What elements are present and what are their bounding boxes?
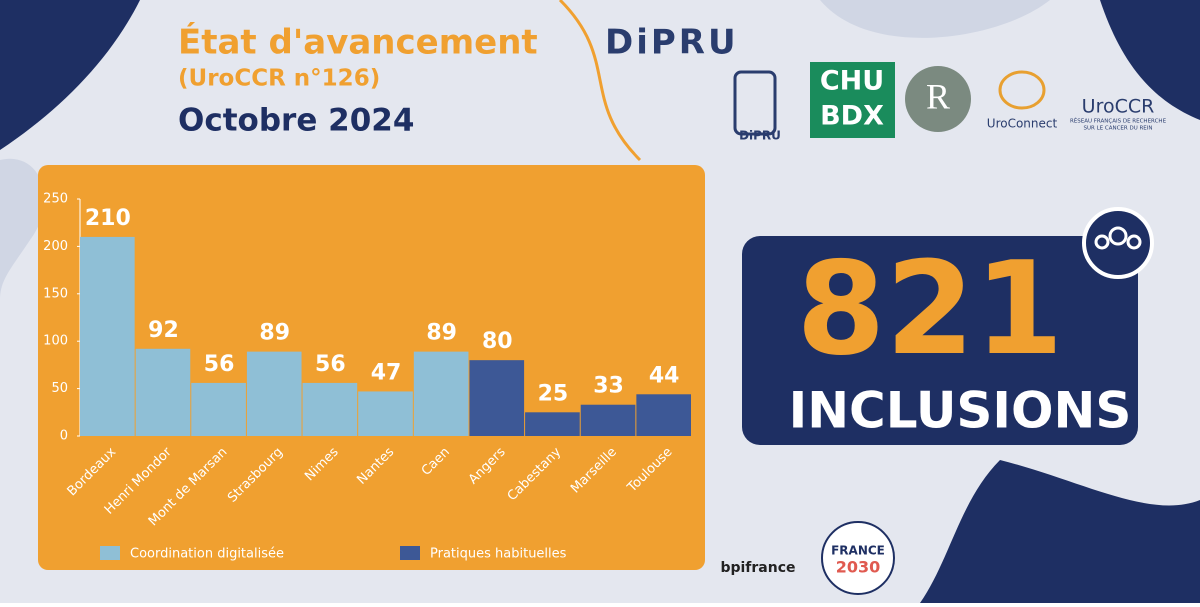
uroconnect-logo [998, 70, 1046, 110]
r-logo [905, 66, 971, 132]
bar [358, 391, 413, 436]
bar [191, 382, 246, 436]
phone-logo [733, 70, 777, 136]
y-tick-label: 250 [43, 192, 68, 207]
legend-swatch [400, 546, 420, 560]
value-label: 80 [482, 329, 513, 354]
value-label: 44 [649, 363, 680, 388]
group-icon-part [1108, 226, 1128, 246]
legend-label: Pratiques habituelles [430, 547, 567, 562]
logo-text: UroConnect [987, 117, 1058, 131]
value-label: 210 [85, 206, 131, 231]
bar [80, 236, 135, 436]
y-tick-label: 0 [60, 429, 68, 444]
logo-text: FRANCE [831, 544, 885, 558]
value-label: 47 [371, 360, 402, 385]
bar [636, 394, 691, 436]
title: État d'avancement [178, 22, 538, 63]
group-icon-part [1126, 234, 1142, 250]
swirl [558, 0, 642, 162]
bar [413, 351, 469, 436]
logo-text: RÉSEAU FRANÇAIS DE RECHERCHE [1070, 117, 1167, 125]
value-label: 25 [538, 381, 569, 406]
value-label: 89 [259, 321, 290, 346]
bar [135, 348, 191, 436]
bar [246, 351, 302, 436]
counter-label: INCLUSIONS [789, 382, 1132, 440]
y-tick-label: 100 [43, 334, 68, 349]
value-label: 92 [148, 318, 179, 343]
y-tick-label: 50 [51, 381, 68, 396]
logo-text: BDX [820, 101, 884, 132]
group-icon-part [1094, 234, 1110, 250]
date: Octobre 2024 [178, 103, 414, 139]
chu-logo [810, 62, 895, 138]
logo-text: DiPRU [739, 129, 781, 143]
y-tick-label: 150 [43, 286, 68, 301]
bar [302, 382, 358, 436]
brand: DiPRU [605, 23, 739, 63]
corner-shape [1100, 0, 1200, 120]
value-label: 33 [593, 374, 624, 399]
france-logo [821, 521, 895, 595]
corner-shape [0, 0, 140, 150]
value-label: 89 [426, 321, 457, 346]
logo-text: UroCCR [1082, 96, 1155, 118]
chart-panel [38, 165, 705, 570]
counter-value: 821 [796, 235, 1063, 384]
logo-text: CHU [820, 66, 884, 97]
bar [580, 404, 636, 436]
logo-text: R [926, 76, 950, 116]
value-label: 56 [315, 352, 346, 377]
legend-swatch [100, 546, 120, 560]
logo-text: bpifrance [720, 560, 795, 576]
logo-text: SUR LE CANCER DU REIN [1083, 126, 1152, 132]
bar [525, 412, 580, 436]
counter-box [742, 236, 1138, 445]
value-label: 56 [204, 352, 235, 377]
study: (UroCCR n°126) [178, 66, 380, 92]
blob [820, 0, 1050, 38]
legend-label: Coordination digitalisée [130, 547, 284, 562]
y-tick-label: 200 [43, 239, 68, 254]
logo-text: 2030 [836, 558, 881, 577]
corner-shape [920, 460, 1200, 603]
bar [469, 360, 525, 436]
blob [0, 158, 45, 300]
